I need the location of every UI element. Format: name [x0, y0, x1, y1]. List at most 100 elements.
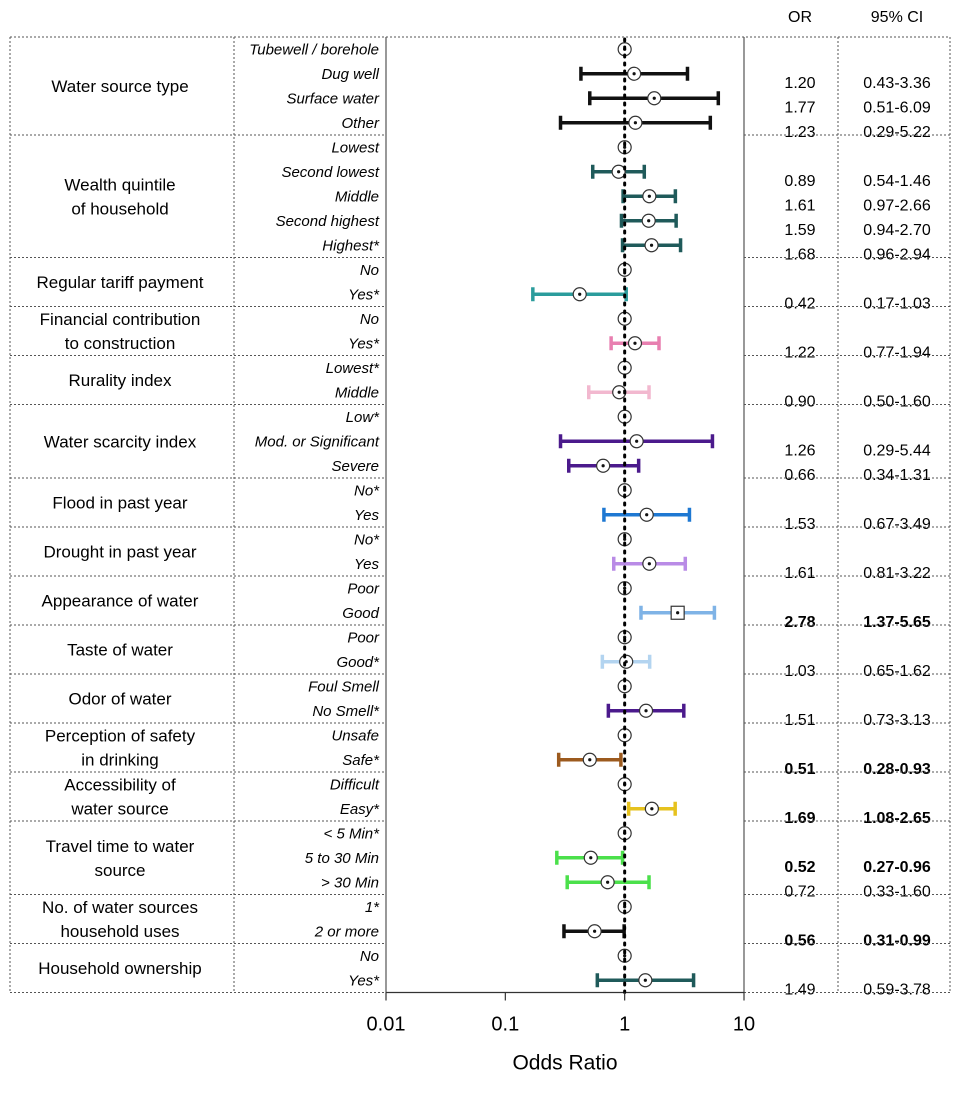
- group-label: household uses: [60, 922, 179, 941]
- ci-value: 0.96-2.94: [863, 246, 931, 263]
- ci-value: 0.77-1.94: [863, 344, 931, 361]
- reference-point-dot: [623, 954, 627, 958]
- or-value: 1.23: [784, 124, 815, 141]
- ci-value: 0.97-2.66: [863, 197, 931, 214]
- ci-value: 0.17-1.03: [863, 295, 931, 312]
- ci-value: 0.94-2.70: [863, 222, 931, 239]
- ci-value: 0.81-3.22: [863, 565, 931, 582]
- ci-value: 0.27-0.96: [863, 859, 931, 876]
- or-value: 1.03: [784, 663, 815, 680]
- or-value: 0.56: [784, 932, 815, 949]
- ci-value: 0.29-5.22: [863, 124, 931, 141]
- group-label: Household ownership: [38, 959, 202, 978]
- category-label: Tubewell / borehole: [249, 41, 379, 58]
- group-label: Travel time to water: [46, 837, 195, 856]
- group-label: Water scarcity index: [44, 432, 197, 451]
- group-label: Accessibility of: [64, 776, 176, 795]
- category-label: Easy*: [340, 801, 380, 818]
- or-point-dot: [617, 390, 621, 394]
- or-value: 1.51: [784, 712, 815, 729]
- or-value: 2.78: [784, 614, 815, 631]
- ci-value: 1.37-5.65: [863, 614, 931, 631]
- ci-value: 0.43-3.36: [863, 75, 931, 92]
- or-value: 1.53: [784, 516, 815, 533]
- ci-value: 0.34-1.31: [863, 467, 931, 484]
- group-label: in drinking: [81, 751, 159, 770]
- or-value: 1.59: [784, 222, 815, 239]
- group-label: Wealth quintile: [64, 175, 175, 194]
- category-label: 2 or more: [314, 923, 379, 940]
- category-label: Difficult: [330, 776, 380, 793]
- category-label: > 30 Min: [321, 874, 379, 891]
- category-label: No: [360, 262, 379, 279]
- group-label: source: [94, 861, 145, 880]
- or-value: 1.49: [784, 981, 815, 998]
- category-label: Second lowest: [281, 164, 379, 181]
- or-point-dot: [601, 464, 605, 468]
- or-value: 0.51: [784, 761, 815, 778]
- category-label: Lowest*: [326, 360, 381, 377]
- group-label: Drought in past year: [43, 543, 196, 562]
- or-value: 1.20: [784, 75, 815, 92]
- category-label: Dug well: [321, 66, 379, 83]
- or-point-dot: [632, 72, 636, 76]
- x-tick-label: 0.1: [491, 1014, 519, 1036]
- or-point-dot: [643, 978, 647, 982]
- group-label: Regular tariff payment: [37, 273, 204, 292]
- category-label: Good: [342, 605, 379, 622]
- ci-value: 0.28-0.93: [863, 761, 931, 778]
- category-label: Yes: [354, 556, 380, 573]
- or-point-dot: [676, 611, 680, 615]
- category-label: Yes*: [348, 286, 380, 303]
- category-label: Middle: [335, 384, 379, 401]
- category-label: Middle: [335, 188, 379, 205]
- or-point-dot: [606, 880, 610, 884]
- ci-value: 0.73-3.13: [863, 712, 931, 729]
- or-point-dot: [647, 219, 651, 223]
- reference-point-dot: [623, 145, 627, 149]
- category-label: Low*: [346, 409, 381, 426]
- category-label: No*: [354, 482, 380, 499]
- category-label: Mod. or Significant: [255, 433, 380, 450]
- group-label: No. of water sources: [42, 898, 198, 917]
- group-label: Water source type: [51, 77, 188, 96]
- category-label: 5 to 30 Min: [305, 850, 379, 867]
- category-label: Safe*: [342, 752, 380, 769]
- ci-value: 0.50-1.60: [863, 393, 931, 410]
- ci-value: 0.54-1.46: [863, 173, 931, 190]
- category-label: Foul Smell: [308, 678, 380, 695]
- category-label: Poor: [347, 629, 380, 646]
- group-label: Perception of safety: [45, 727, 196, 746]
- or-point-dot: [617, 170, 621, 174]
- category-label: No Smell*: [312, 703, 380, 720]
- group-label: Financial contribution: [40, 310, 201, 329]
- or-value: 0.42: [784, 295, 815, 312]
- or-point-dot: [652, 96, 656, 100]
- x-tick-label: 1: [619, 1014, 630, 1036]
- reference-point-dot: [623, 537, 627, 541]
- category-label: Yes*: [348, 972, 380, 989]
- or-point-dot: [588, 758, 592, 762]
- or-value: 0.66: [784, 467, 815, 484]
- category-label: Highest*: [322, 237, 380, 254]
- category-label: No: [360, 311, 379, 328]
- or-point-dot: [593, 929, 597, 933]
- category-label: Poor: [347, 580, 380, 597]
- group-label: Rurality index: [69, 371, 172, 390]
- ci-value: 0.65-1.62: [863, 663, 931, 680]
- or-point-dot: [644, 709, 648, 713]
- group-label: Odor of water: [69, 690, 172, 709]
- or-value: 1.61: [784, 197, 815, 214]
- or-point-dot: [633, 341, 637, 345]
- group-label: Appearance of water: [42, 592, 199, 611]
- or-value: 1.22: [784, 344, 815, 361]
- or-value: 0.52: [784, 859, 815, 876]
- category-label: Severe: [331, 458, 379, 475]
- ci-value: 0.29-5.44: [863, 442, 931, 459]
- or-column-header: OR: [788, 9, 812, 26]
- or-value: 1.77: [784, 99, 815, 116]
- category-label: Surface water: [286, 90, 380, 107]
- ci-value: 0.67-3.49: [863, 516, 931, 533]
- group-label: Taste of water: [67, 641, 173, 660]
